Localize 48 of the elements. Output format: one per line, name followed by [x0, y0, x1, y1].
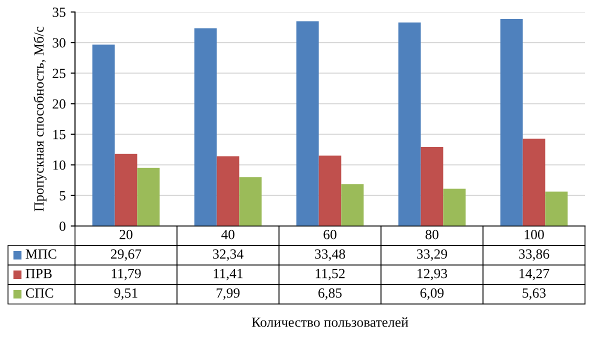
text: Количество пользователей [252, 317, 408, 327]
data-label: 6,85 [318, 288, 342, 300]
data-label: 12,93 [418, 268, 448, 280]
y-tick-label: 25 [52, 68, 66, 78]
x-tick-label: 60 [324, 230, 336, 240]
y-tick-label: 5 [60, 191, 66, 200]
data-label: 14,27 [520, 268, 550, 280]
data-label: 33,48 [315, 249, 346, 261]
y-tick-label: 35 [52, 8, 66, 17]
data-label: 32,34 [213, 249, 244, 261]
bar [216, 156, 240, 226]
x-tick-label: 40 [221, 230, 234, 240]
x-tick-label: 100 [524, 230, 544, 240]
data-label: 29,67 [110, 249, 142, 261]
data-label: 33,29 [417, 249, 448, 261]
data-label: 7,99 [216, 288, 240, 300]
legend-label: ПРВ [26, 268, 52, 278]
bar [318, 156, 342, 226]
bar [114, 154, 138, 226]
bar [398, 22, 421, 226]
y-tick-label: 0 [60, 222, 66, 231]
legend-label: МПС [26, 249, 56, 259]
bar [341, 184, 364, 226]
data-label: 11,41 [214, 268, 243, 280]
bar [239, 177, 262, 226]
bar [296, 21, 319, 226]
bar [92, 44, 115, 226]
legend-label: СПС [26, 288, 54, 298]
y-tick-label: 20 [52, 99, 66, 109]
bar [522, 138, 546, 226]
data-label: 33,86 [519, 249, 550, 261]
y-tick-label: 30 [52, 38, 66, 48]
bar [500, 18, 523, 226]
bar [420, 146, 444, 226]
x-tick-label: 80 [426, 230, 438, 240]
x-tick-label: 20 [120, 230, 132, 240]
bar [194, 28, 217, 226]
y-tick-label: 15 [53, 130, 66, 140]
y-tick-label: 10 [53, 160, 66, 170]
data-label: 6,09 [420, 288, 444, 300]
data-label: 5,63 [522, 288, 546, 300]
data-label: 11,52 [316, 268, 345, 280]
bar [443, 188, 466, 226]
data-label: 9,51 [114, 288, 138, 300]
bar [137, 168, 160, 226]
bar [545, 192, 568, 226]
data-label: 11,79 [112, 268, 141, 280]
y-axis-title: Пропускная способность, Мб/с [34, 26, 47, 212]
